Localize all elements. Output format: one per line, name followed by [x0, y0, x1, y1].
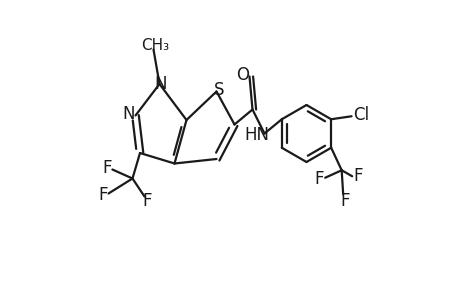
Text: Cl: Cl	[353, 106, 369, 124]
Text: F: F	[353, 167, 362, 185]
Text: F: F	[98, 186, 107, 204]
Text: N: N	[154, 75, 167, 93]
Text: F: F	[102, 159, 112, 177]
Text: CH₃: CH₃	[140, 38, 169, 52]
Text: O: O	[236, 66, 249, 84]
Text: HN: HN	[244, 126, 269, 144]
Text: F: F	[339, 192, 349, 210]
Text: S: S	[214, 81, 224, 99]
Text: N: N	[123, 105, 135, 123]
Text: F: F	[142, 192, 152, 210]
Text: F: F	[314, 169, 323, 188]
